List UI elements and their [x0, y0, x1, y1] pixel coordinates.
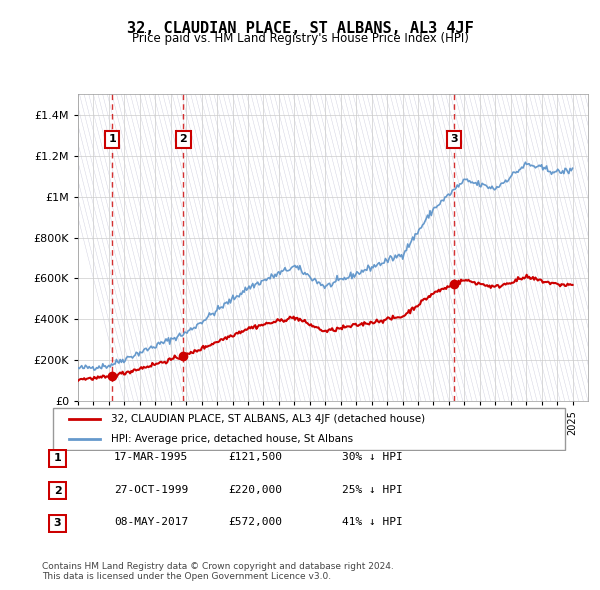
Text: 17-MAR-1995: 17-MAR-1995 [114, 453, 188, 462]
FancyBboxPatch shape [53, 408, 565, 451]
Text: 08-MAY-2017: 08-MAY-2017 [114, 517, 188, 527]
Text: 32, CLAUDIAN PLACE, ST ALBANS, AL3 4JF (detached house): 32, CLAUDIAN PLACE, ST ALBANS, AL3 4JF (… [110, 415, 425, 424]
Text: 1: 1 [54, 454, 61, 463]
Text: HPI: Average price, detached house, St Albans: HPI: Average price, detached house, St A… [110, 434, 353, 444]
FancyBboxPatch shape [49, 450, 66, 467]
Text: 1: 1 [108, 135, 116, 145]
Text: Contains HM Land Registry data © Crown copyright and database right 2024.
This d: Contains HM Land Registry data © Crown c… [42, 562, 394, 581]
FancyBboxPatch shape [49, 483, 66, 499]
Text: Price paid vs. HM Land Registry's House Price Index (HPI): Price paid vs. HM Land Registry's House … [131, 32, 469, 45]
Text: 2: 2 [179, 135, 187, 145]
Text: 3: 3 [54, 519, 61, 528]
Text: £121,500: £121,500 [228, 453, 282, 462]
Text: 41% ↓ HPI: 41% ↓ HPI [342, 517, 403, 527]
Text: 2: 2 [54, 486, 61, 496]
Text: £572,000: £572,000 [228, 517, 282, 527]
Text: £220,000: £220,000 [228, 485, 282, 494]
Text: 30% ↓ HPI: 30% ↓ HPI [342, 453, 403, 462]
Text: 3: 3 [451, 135, 458, 145]
Text: 27-OCT-1999: 27-OCT-1999 [114, 485, 188, 494]
Text: 32, CLAUDIAN PLACE, ST ALBANS, AL3 4JF: 32, CLAUDIAN PLACE, ST ALBANS, AL3 4JF [127, 21, 473, 35]
Text: 25% ↓ HPI: 25% ↓ HPI [342, 485, 403, 494]
FancyBboxPatch shape [49, 515, 66, 532]
